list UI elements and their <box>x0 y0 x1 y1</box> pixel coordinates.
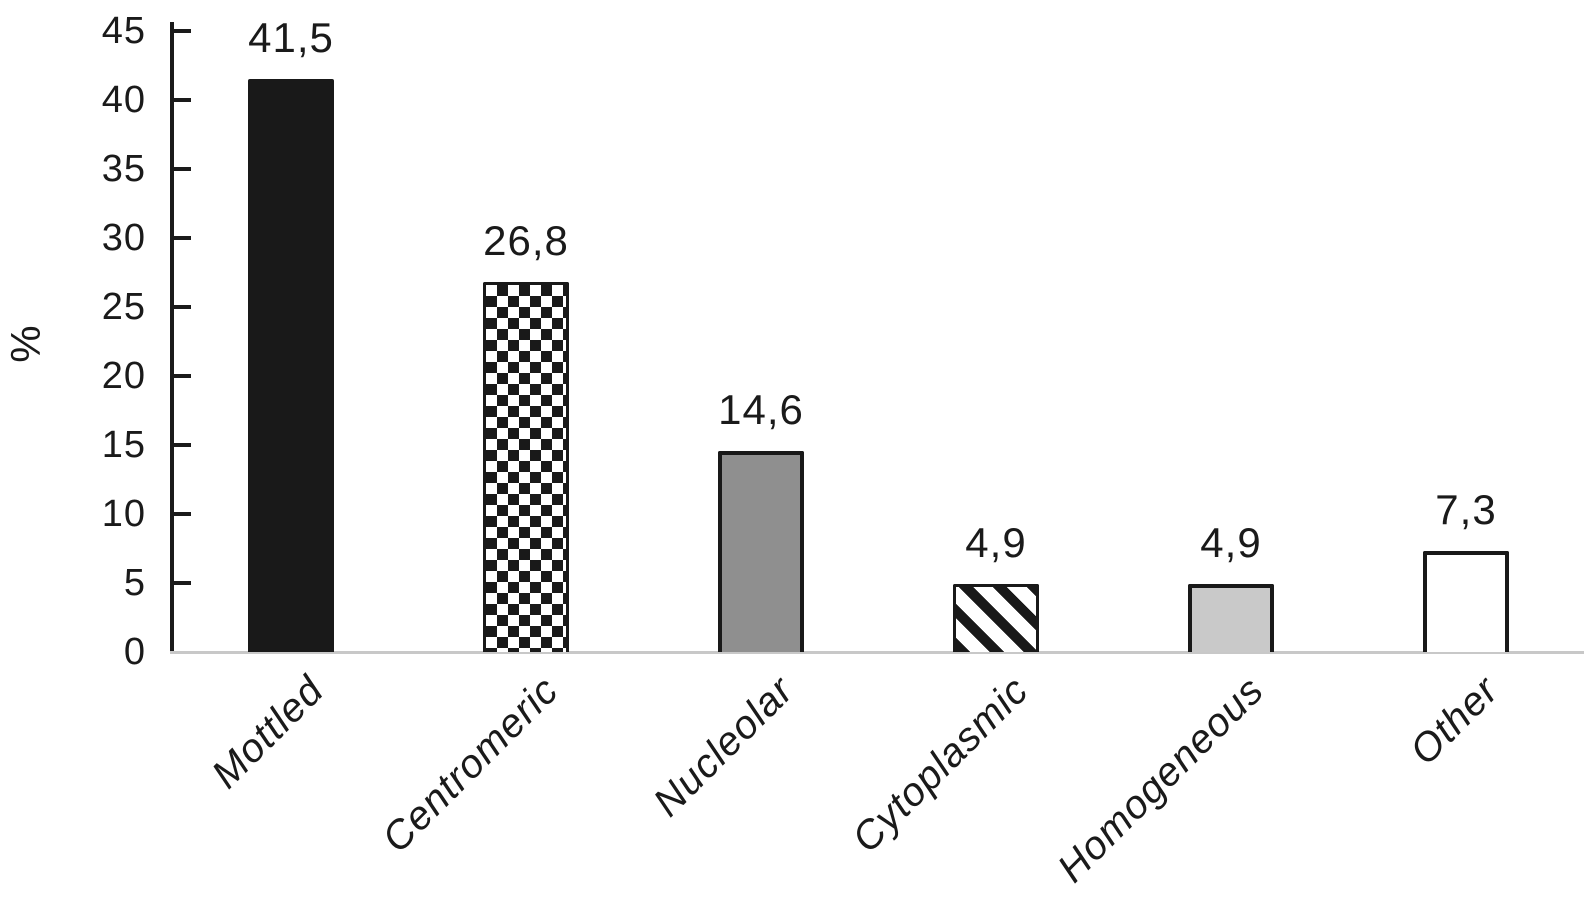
y-tick-label: 20 <box>101 355 146 397</box>
bar-mottled <box>248 79 334 652</box>
y-tick <box>174 236 191 240</box>
y-tick-label: 45 <box>101 10 146 52</box>
x-category-label: Cytoplasmic <box>844 668 1038 861</box>
y-tick <box>174 581 191 585</box>
bar-value-label: 41,5 <box>248 14 334 61</box>
bar-value-label: 14,6 <box>718 386 804 433</box>
x-category-label: Homogeneous <box>1049 668 1273 891</box>
y-axis-line <box>170 22 174 652</box>
y-tick-label: 5 <box>123 562 146 604</box>
x-category-label: Nucleolar <box>645 668 803 825</box>
y-tick <box>174 98 191 102</box>
y-tick <box>174 443 191 447</box>
x-category-label: Other <box>1401 668 1508 774</box>
y-tick-label: 15 <box>101 424 146 466</box>
y-tick-label: 40 <box>101 79 146 121</box>
y-tick <box>174 305 191 309</box>
y-tick-label: 30 <box>101 217 146 259</box>
x-category-label: Mottled <box>203 668 333 797</box>
y-tick <box>174 29 191 33</box>
bar-other <box>1423 551 1509 652</box>
y-tick <box>174 512 191 516</box>
x-axis-baseline <box>170 651 1584 654</box>
y-tick <box>174 167 191 171</box>
y-tick <box>174 374 191 378</box>
bar-centromeric <box>483 282 569 652</box>
bar-cytoplasmic <box>953 584 1039 652</box>
x-category-label: Centromeric <box>374 668 568 861</box>
bar-homogeneous <box>1188 584 1274 652</box>
bar-nucleolar <box>718 451 804 652</box>
bar-value-label: 4,9 <box>965 519 1027 566</box>
y-tick-label: 25 <box>101 286 146 328</box>
y-tick-label: 0 <box>123 631 146 673</box>
bar-value-label: 26,8 <box>483 217 569 264</box>
bar-value-label: 7,3 <box>1435 486 1497 533</box>
bar-value-label: 4,9 <box>1200 519 1262 566</box>
y-tick-label: 35 <box>101 148 146 190</box>
y-tick-label: 10 <box>101 493 146 535</box>
